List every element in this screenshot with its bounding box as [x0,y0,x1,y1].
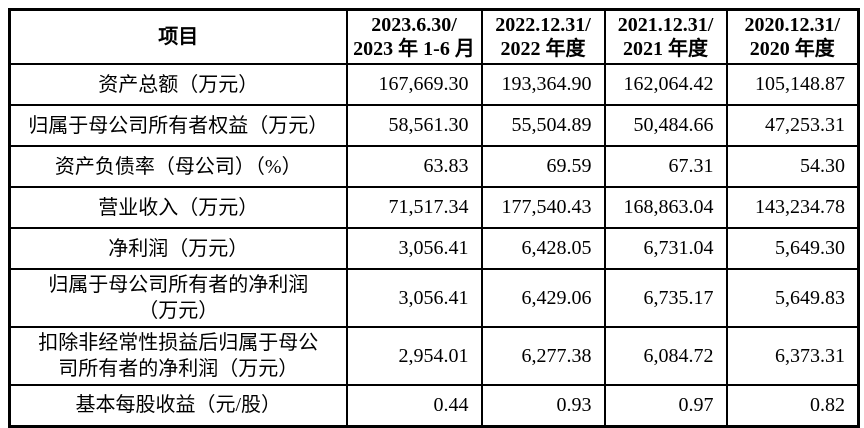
column-header-period-2022: 2022.12.31/ 2022 年度 [480,8,606,65]
value-cell: 0.44 [345,384,483,427]
value-cell: 6,429.06 [480,268,606,328]
value-cell: 55,504.89 [480,104,606,147]
value-cell: 6,084.72 [603,326,728,386]
row-label-parent-equity: 归属于母公司所有者权益（万元） [8,104,348,147]
value-cell: 6,373.31 [725,326,860,386]
table-header-row: 项目 2023.6.30/ 2023 年 1-6 月 2022.12.31/ 2… [8,8,860,65]
value-cell: 177,540.43 [480,186,606,229]
value-cell: 162,064.42 [603,63,728,106]
value-cell: 54.30 [725,145,860,188]
table-row-net-profit-after-nonrecurring: 扣除非经常性损益后归属于母公 司所有者的净利润（万元） 2,954.01 6,2… [8,326,860,386]
value-cell: 47,253.31 [725,104,860,147]
column-header-period-2021: 2021.12.31/ 2021 年度 [603,8,728,65]
table-row-parent-equity: 归属于母公司所有者权益（万元） 58,561.30 55,504.89 50,4… [8,104,860,147]
value-cell: 5,649.83 [725,268,860,328]
table-row-parent-net-profit: 归属于母公司所有者的净利润 （万元） 3,056.41 6,429.06 6,7… [8,268,860,328]
table-row-basic-eps: 基本每股收益（元/股） 0.44 0.93 0.97 0.82 [8,384,860,427]
financial-summary-table: 项目 2023.6.30/ 2023 年 1-6 月 2022.12.31/ 2… [8,8,860,428]
row-label-debt-ratio: 资产负债率（母公司）（%） [8,145,348,188]
value-cell: 167,669.30 [345,63,483,106]
value-cell: 71,517.34 [345,186,483,229]
value-cell: 6,735.17 [603,268,728,328]
value-cell: 0.82 [725,384,860,427]
value-cell: 168,863.04 [603,186,728,229]
value-cell: 193,364.90 [480,63,606,106]
column-header-period-2023h1: 2023.6.30/ 2023 年 1-6 月 [345,8,483,65]
row-label-total-assets: 资产总额（万元） [8,63,348,106]
value-cell: 105,148.87 [725,63,860,106]
table-row-operating-revenue: 营业收入（万元） 71,517.34 177,540.43 168,863.04… [8,186,860,229]
value-cell: 67.31 [603,145,728,188]
column-header-period-2020: 2020.12.31/ 2020 年度 [725,8,860,65]
column-header-item: 项目 [8,8,348,65]
table-row-debt-ratio: 资产负债率（母公司）（%） 63.83 69.59 67.31 54.30 [8,145,860,188]
value-cell: 50,484.66 [603,104,728,147]
value-cell: 6,277.38 [480,326,606,386]
value-cell: 3,056.41 [345,268,483,328]
value-cell: 0.93 [480,384,606,427]
value-cell: 3,056.41 [345,227,483,270]
row-label-operating-revenue: 营业收入（万元） [8,186,348,229]
value-cell: 6,731.04 [603,227,728,270]
row-label-net-profit: 净利润（万元） [8,227,348,270]
value-cell: 69.59 [480,145,606,188]
value-cell: 2,954.01 [345,326,483,386]
value-cell: 5,649.30 [725,227,860,270]
value-cell: 0.97 [603,384,728,427]
table-row-net-profit: 净利润（万元） 3,056.41 6,428.05 6,731.04 5,649… [8,227,860,270]
value-cell: 58,561.30 [345,104,483,147]
table-row-total-assets: 资产总额（万元） 167,669.30 193,364.90 162,064.4… [8,63,860,106]
value-cell: 143,234.78 [725,186,860,229]
row-label-parent-net-profit: 归属于母公司所有者的净利润 （万元） [8,268,348,328]
value-cell: 6,428.05 [480,227,606,270]
value-cell: 63.83 [345,145,483,188]
row-label-net-profit-after-nonrecurring: 扣除非经常性损益后归属于母公 司所有者的净利润（万元） [8,326,348,386]
row-label-basic-eps: 基本每股收益（元/股） [8,384,348,427]
